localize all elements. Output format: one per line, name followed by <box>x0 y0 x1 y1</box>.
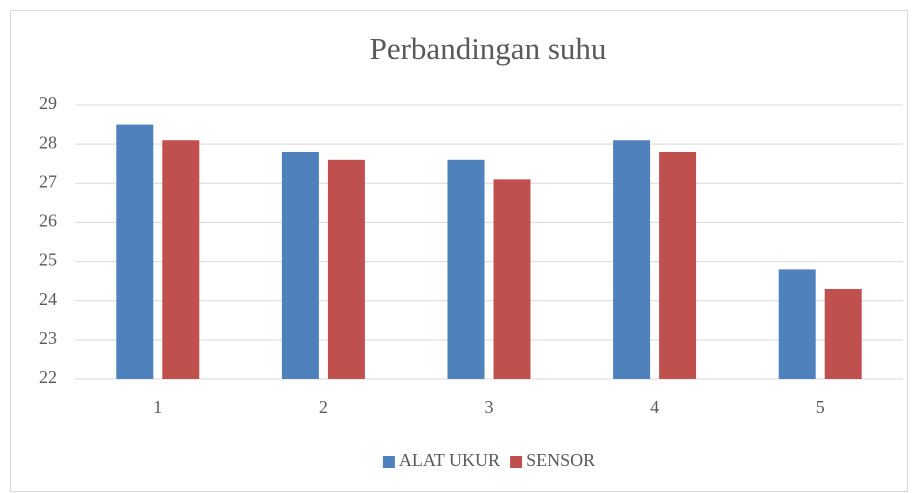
bar <box>447 159 485 379</box>
bar <box>824 288 862 379</box>
legend-swatch <box>510 456 523 468</box>
y-tick-label: 28 <box>39 132 57 152</box>
bar <box>327 159 365 379</box>
bar <box>116 124 154 379</box>
y-tick-label: 26 <box>39 211 57 231</box>
y-tick-label: 24 <box>39 289 57 309</box>
bar <box>162 140 200 379</box>
bar <box>613 140 651 379</box>
y-tick-label: 27 <box>39 171 57 191</box>
legend-swatch <box>382 456 395 468</box>
bar <box>281 151 319 379</box>
bar <box>493 179 531 379</box>
x-tick-label: 4 <box>650 397 659 417</box>
y-tick-label: 25 <box>39 250 57 270</box>
legend-label: ALAT UKUR <box>399 450 500 470</box>
x-tick-label: 2 <box>319 397 328 417</box>
y-tick-label: 29 <box>39 93 57 113</box>
legend-label: SENSOR <box>526 450 595 470</box>
y-tick-label: 23 <box>39 328 57 348</box>
bar <box>778 269 816 379</box>
y-tick-label: 22 <box>39 367 57 387</box>
x-tick-label: 5 <box>816 397 825 417</box>
x-tick-label: 3 <box>485 397 494 417</box>
x-tick-label: 1 <box>153 397 162 417</box>
chart-title: Perbandingan suhu <box>370 31 607 66</box>
bar <box>659 151 697 379</box>
